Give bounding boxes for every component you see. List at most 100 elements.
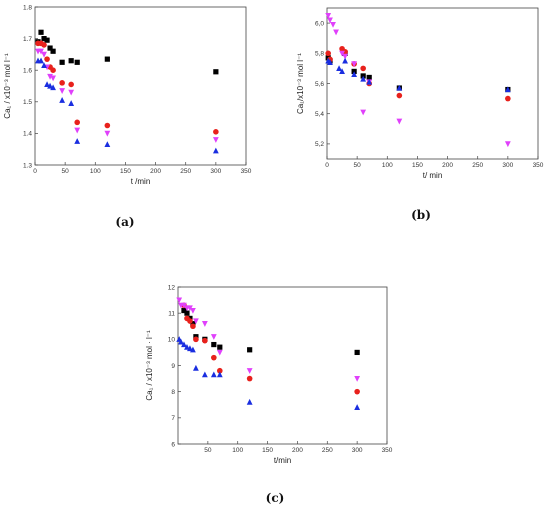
- y-tick-label: 1.8: [23, 4, 32, 11]
- series-square: [35, 29, 219, 75]
- data-point-triangle-up: [44, 81, 50, 88]
- data-point-triangle-down: [104, 130, 111, 137]
- data-point-triangle-up: [47, 82, 53, 89]
- x-tick-label: 200: [442, 162, 453, 169]
- data-point-triangle-down: [327, 17, 333, 24]
- x-tick-label: 150: [412, 162, 423, 169]
- data-point-circle: [50, 67, 56, 73]
- data-point-triangle-down: [59, 88, 66, 94]
- data-point-square: [44, 37, 50, 43]
- data-point-triangle-up: [336, 65, 342, 71]
- data-point-triangle-down: [333, 29, 339, 36]
- x-tick-label: 150: [262, 447, 273, 454]
- data-point-triangle-up: [178, 338, 184, 345]
- data-point-circle: [505, 95, 511, 102]
- y-axis-label: Ca₁ / x10⁻³ mol l⁻¹: [3, 53, 12, 119]
- series-triangle-down: [176, 297, 361, 382]
- data-point-triangle-up: [360, 75, 367, 82]
- data-point-triangle-up: [74, 138, 81, 144]
- y-axis-label: Ca₁ / x10⁻³ mol · l⁻¹: [145, 330, 154, 401]
- data-point-circle: [325, 50, 332, 57]
- data-point-triangle-down: [360, 109, 367, 116]
- data-point-circle: [190, 323, 196, 330]
- x-tick-label: 350: [533, 162, 544, 169]
- data-point-square: [247, 347, 253, 353]
- x-tick-label: 200: [292, 447, 303, 454]
- data-point-triangle-up: [246, 398, 253, 405]
- data-point-triangle-down: [47, 73, 53, 80]
- data-point-triangle-up: [216, 371, 223, 378]
- x-axis-label: t/min: [274, 456, 291, 465]
- data-point-triangle-up: [354, 404, 361, 410]
- y-tick-label: 7: [171, 415, 175, 422]
- series-circle: [35, 40, 219, 135]
- data-point-triangle-up: [339, 68, 345, 75]
- panel-label-c: (c): [266, 491, 285, 505]
- y-tick-label: 11: [168, 310, 175, 317]
- data-point-triangle-down: [246, 368, 253, 374]
- x-tick-label: 150: [120, 168, 131, 175]
- series-triangle-down: [35, 48, 219, 143]
- x-tick-label: 300: [210, 168, 221, 175]
- data-point-triangle-down: [330, 22, 336, 28]
- x-tick-label: 250: [322, 447, 333, 454]
- x-axis-label: t/ min: [423, 171, 443, 180]
- y-tick-label: 1.5: [23, 99, 32, 106]
- plot-frame: [177, 286, 388, 445]
- y-tick-label: 1.6: [23, 68, 32, 75]
- data-point-square: [47, 45, 53, 51]
- y-axis-label: Ca₁/x10⁻³ mol l⁻¹: [296, 53, 305, 114]
- data-point-triangle-up: [212, 147, 219, 154]
- data-point-triangle-up: [184, 343, 190, 350]
- chart-c: 50 100 150 200 250 300 350 6 7 8 9 10 11 12 t/min Ca₁ /…: [145, 284, 393, 465]
- data-point-circle: [213, 129, 219, 135]
- data-point-square: [354, 349, 360, 356]
- data-point-circle: [354, 388, 360, 395]
- data-point-triangle-down: [351, 61, 358, 68]
- data-point-square: [104, 56, 110, 62]
- x-tick-label: 0: [33, 168, 37, 175]
- data-point-triangle-up: [327, 59, 333, 65]
- data-point-triangle-down: [50, 75, 56, 82]
- data-point-triangle-up: [41, 62, 47, 69]
- series-square: [181, 307, 360, 356]
- x-axis-label: t /min: [131, 177, 151, 186]
- y-tick-label: 5,8: [315, 51, 324, 58]
- data-point-square: [211, 341, 217, 348]
- data-point-triangle-down: [342, 53, 348, 60]
- data-point-triangle-up: [190, 346, 196, 353]
- x-tick-label: 50: [354, 162, 362, 169]
- data-point-triangle-down: [190, 307, 196, 314]
- data-point-circle: [246, 375, 253, 382]
- data-point-square: [68, 58, 74, 64]
- data-point-circle: [59, 80, 65, 86]
- data-point-circle: [44, 56, 50, 62]
- data-point-circle: [187, 318, 193, 324]
- data-point-triangle-down: [212, 137, 219, 143]
- data-point-triangle-down: [396, 118, 403, 125]
- data-point-triangle-up: [504, 86, 511, 93]
- data-point-square: [366, 74, 372, 81]
- data-point-triangle-down: [325, 12, 332, 19]
- plot-frame: [34, 6, 247, 166]
- data-point-circle: [202, 337, 208, 344]
- data-point-triangle-up: [342, 57, 348, 64]
- y-tick-label: 9: [171, 363, 175, 370]
- data-point-square: [181, 307, 187, 314]
- y-tick-label: 5,2: [315, 141, 324, 148]
- data-point-triangle-down: [354, 375, 361, 382]
- data-point-triangle-up: [187, 345, 193, 352]
- data-point-triangle-up: [68, 100, 75, 106]
- data-point-triangle-down: [201, 321, 208, 327]
- x-tick-label: 350: [382, 447, 393, 454]
- y-tick-label: 8: [171, 389, 175, 396]
- y-tick-label: 6,0: [315, 20, 324, 27]
- x-tick-label: 300: [352, 447, 363, 454]
- x-tick-label: 0: [325, 162, 329, 169]
- data-point-triangle-up: [396, 84, 403, 91]
- data-point-triangle-up: [351, 71, 358, 78]
- x-tick-label: 200: [150, 168, 161, 175]
- y-tick-label: 12: [168, 284, 176, 291]
- data-point-triangle-down: [339, 50, 345, 57]
- series-triangle-down: [325, 12, 511, 148]
